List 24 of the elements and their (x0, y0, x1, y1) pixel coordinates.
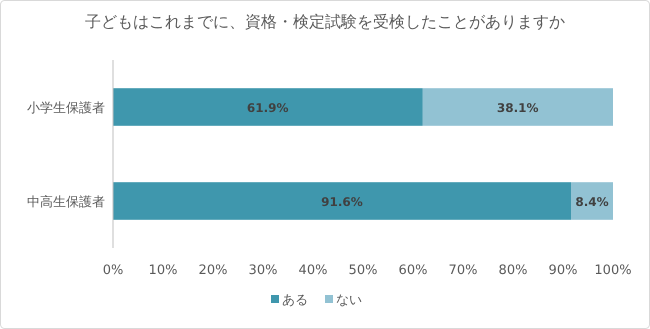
x-tick-label: 30% (248, 263, 278, 278)
bar (113, 88, 422, 126)
bar (571, 182, 613, 220)
bar (422, 88, 613, 126)
x-tick-label: 0% (102, 263, 124, 278)
legend-label: ある (282, 293, 308, 308)
data-label: 8.4% (575, 195, 609, 209)
x-tick-label: 80% (498, 263, 528, 278)
data-label: 61.9% (246, 101, 289, 115)
data-label: 38.1% (496, 101, 539, 115)
x-tick-label: 40% (298, 263, 328, 278)
x-tick-label: 50% (348, 263, 378, 278)
y-tick-label: 小学生保護者 (27, 101, 105, 116)
x-tick-label: 20% (198, 263, 228, 278)
y-tick-label: 中高生保護者 (27, 194, 105, 210)
x-tick-label: 100% (594, 263, 632, 278)
x-tick-label: 90% (548, 263, 578, 278)
chart-title: 子どもはこれまでに、資格・検定試験を受検したことがありますか (85, 12, 565, 31)
x-tick-label: 60% (398, 263, 428, 278)
x-tick-label: 70% (448, 263, 478, 278)
bar (113, 182, 571, 220)
legend-label: ない (336, 293, 362, 308)
data-label: 91.6% (321, 195, 363, 209)
x-tick-label: 10% (148, 263, 178, 278)
